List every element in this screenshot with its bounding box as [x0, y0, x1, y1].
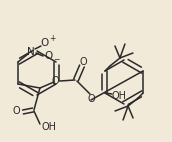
Text: N: N	[27, 47, 35, 57]
Text: OH: OH	[41, 122, 56, 132]
Text: O: O	[51, 76, 59, 86]
Text: O: O	[87, 94, 95, 104]
Text: O: O	[79, 57, 87, 67]
Text: O: O	[45, 51, 53, 61]
Text: O: O	[12, 106, 20, 116]
Text: OH: OH	[111, 91, 126, 101]
Text: O: O	[41, 38, 49, 48]
Text: +: +	[49, 34, 55, 42]
Text: −: −	[53, 56, 59, 64]
